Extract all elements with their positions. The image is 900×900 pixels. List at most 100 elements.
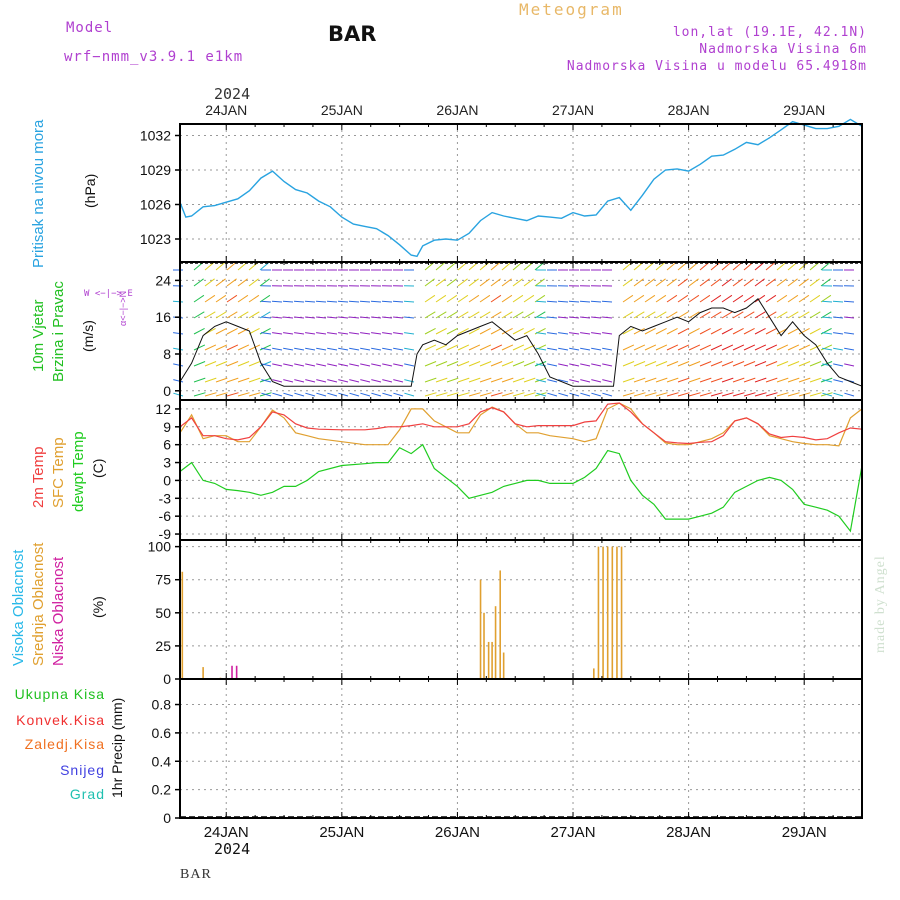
series-layer bbox=[179, 118, 863, 818]
wind-barb bbox=[435, 361, 448, 367]
wind-barb bbox=[501, 327, 513, 335]
wind-barb bbox=[338, 363, 349, 367]
wind-barb bbox=[404, 392, 415, 397]
model-label: Model bbox=[66, 20, 114, 36]
wind-barb bbox=[446, 261, 457, 271]
day-label-bottom: 28JAN bbox=[666, 824, 711, 841]
wind-barb bbox=[248, 278, 259, 287]
wind-barb bbox=[294, 363, 305, 367]
wind-barb bbox=[259, 377, 272, 383]
wind-barb bbox=[326, 300, 338, 303]
wind-barb bbox=[479, 392, 492, 397]
wind-barb bbox=[393, 316, 404, 319]
cloud-tick-label: 0 bbox=[163, 671, 171, 687]
wind-barb bbox=[591, 379, 602, 383]
wind-barb bbox=[272, 379, 283, 383]
wind-barb bbox=[535, 300, 547, 303]
wind-barb bbox=[215, 344, 228, 351]
wind-barb bbox=[666, 278, 677, 287]
temp-tick-label: 12 bbox=[155, 401, 171, 417]
wind-barb bbox=[721, 261, 732, 271]
wind-barb bbox=[710, 311, 722, 319]
wind-barb bbox=[360, 392, 371, 397]
wind-barb bbox=[305, 347, 316, 351]
wind-barb bbox=[820, 278, 831, 287]
wind-barb bbox=[479, 278, 490, 287]
wind-barb bbox=[569, 379, 580, 383]
wind-barb bbox=[424, 311, 436, 319]
wind-barb bbox=[468, 344, 481, 351]
wind-barb bbox=[327, 332, 338, 335]
wind-barb bbox=[821, 300, 833, 303]
wind-barb bbox=[215, 361, 228, 367]
wind-barb bbox=[215, 278, 226, 287]
wind-barb bbox=[490, 361, 503, 367]
wind-barb bbox=[338, 332, 349, 335]
wind-barb bbox=[457, 392, 470, 397]
wind-barb bbox=[468, 392, 481, 397]
wind-barb bbox=[546, 300, 558, 303]
day-label-top: 27JAN bbox=[552, 102, 594, 118]
wind-barb bbox=[743, 392, 756, 397]
wind-barb bbox=[457, 294, 469, 303]
wind-barb bbox=[732, 361, 745, 367]
wind-barb bbox=[743, 361, 756, 367]
wind-barb bbox=[327, 316, 338, 319]
wind-barb bbox=[523, 361, 536, 367]
wind-barb bbox=[204, 344, 217, 351]
wind-barb bbox=[743, 294, 755, 303]
wind-barb bbox=[435, 294, 447, 303]
wind-barb bbox=[732, 392, 745, 397]
wind-barb bbox=[446, 377, 459, 383]
wind-barb bbox=[371, 392, 382, 397]
wind-barb bbox=[237, 278, 248, 287]
cloud-tick-label: 75 bbox=[155, 572, 171, 588]
wind-barb bbox=[644, 392, 657, 397]
wind-barb bbox=[316, 379, 327, 383]
wind-barb bbox=[833, 347, 844, 351]
wind-barb bbox=[765, 327, 777, 335]
wind-barb bbox=[743, 327, 755, 335]
wind-barb bbox=[677, 294, 689, 303]
wind-barb bbox=[457, 361, 470, 367]
wind-barb bbox=[226, 392, 239, 397]
wind-barb bbox=[226, 278, 237, 287]
wind-barb bbox=[338, 347, 349, 351]
wind-barb bbox=[349, 392, 360, 397]
wind-barb bbox=[591, 392, 602, 397]
wind-barb bbox=[392, 300, 404, 303]
temp-tick-label: -9 bbox=[159, 526, 172, 542]
wind-barb bbox=[602, 363, 613, 367]
wind-barb bbox=[666, 327, 678, 335]
wind-barb bbox=[435, 377, 448, 383]
wind-barb bbox=[226, 361, 239, 367]
wind-barb bbox=[754, 294, 766, 303]
wind-barb bbox=[173, 363, 184, 367]
wind-barb bbox=[468, 311, 480, 319]
wind-barb bbox=[172, 300, 184, 303]
wind-barb bbox=[547, 363, 558, 367]
temp-tick-label: 3 bbox=[163, 455, 171, 471]
wind-barb bbox=[633, 327, 645, 335]
temp-line-2 bbox=[179, 443, 863, 533]
wind-barb bbox=[272, 332, 283, 335]
wind-barb bbox=[655, 311, 667, 319]
wind-barb bbox=[446, 327, 458, 335]
wind-barb bbox=[490, 261, 501, 271]
wind-barb bbox=[534, 361, 547, 367]
wind-barb bbox=[677, 361, 690, 367]
wind-barb bbox=[293, 300, 305, 303]
wind-barb bbox=[534, 278, 545, 287]
wind-barb bbox=[215, 327, 227, 335]
wind-barb bbox=[382, 379, 393, 383]
wind-barb bbox=[580, 392, 591, 397]
wind-barb bbox=[721, 392, 734, 397]
wind-barb bbox=[479, 327, 491, 335]
temp-tick-label: 6 bbox=[163, 437, 171, 453]
wind-barb bbox=[523, 377, 536, 383]
wind-barb bbox=[844, 316, 855, 319]
meteogram-label: Meteogram bbox=[519, 0, 624, 19]
wind-barb bbox=[644, 377, 657, 383]
wind-barb bbox=[754, 278, 765, 287]
pressure-tick-label: 1023 bbox=[140, 231, 171, 247]
